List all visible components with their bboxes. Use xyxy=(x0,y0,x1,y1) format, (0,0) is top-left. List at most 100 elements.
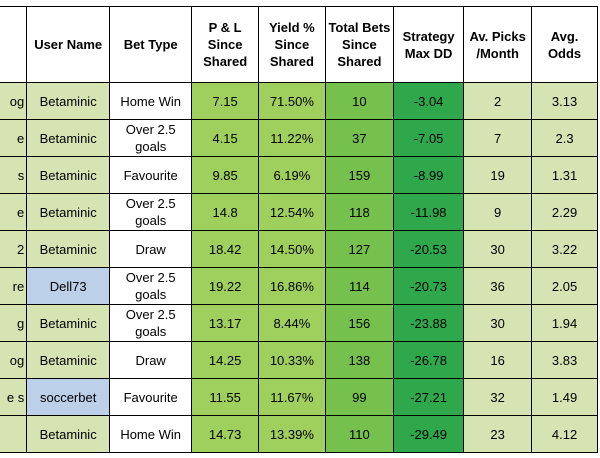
cell-pl: 18.42 xyxy=(191,230,259,268)
cell-av-picks: 2 xyxy=(463,82,533,120)
cell-avg-odds: 1.31 xyxy=(531,156,598,194)
header-av-picks: Av. Picks /Month xyxy=(463,6,533,83)
cell-strategy-name: 2 xyxy=(0,230,28,268)
cell-avg-odds: 2.3 xyxy=(531,119,598,157)
cell-av-picks: 36 xyxy=(463,267,533,305)
cell-avg-odds: 2.29 xyxy=(531,193,598,231)
cell-pl: 7.15 xyxy=(191,82,259,120)
cell-pl: 19.22 xyxy=(191,267,259,305)
cell-bet-type: Home Win xyxy=(109,415,193,453)
cell-user-name: Dell73 xyxy=(26,267,111,305)
header-pl: P & L Since Shared xyxy=(191,6,259,83)
cell-total-bets: 99 xyxy=(324,378,395,416)
table-row: re Dell73 Over 2.5 goals 19.22 16.86% 114 -20.… xyxy=(0,267,598,305)
cell-bet-type: Over 2.5 goals xyxy=(109,267,193,305)
cell-total-bets: 159 xyxy=(324,156,395,194)
cell-user-name: Betaminic xyxy=(26,415,111,453)
cell-bet-type: Draw xyxy=(109,341,193,379)
table-row: e Betaminic Over 2.5 goals 14.8 12.54% 118 -11… xyxy=(0,193,598,231)
cell-max-dd: -26.78 xyxy=(393,341,465,379)
cell-strategy-name: e xyxy=(0,193,28,231)
cell-av-picks: 32 xyxy=(463,378,533,416)
header-user-name: User Name xyxy=(26,6,111,83)
cell-av-picks: 7 xyxy=(463,119,533,157)
cell-user-name: Betaminic xyxy=(26,304,111,342)
table-row: 2 Betaminic Draw 18.42 14.50% 127 -20.53 30 3.22 xyxy=(0,230,598,268)
cell-yield: 12.54% xyxy=(258,193,326,231)
cell-avg-odds: 4.12 xyxy=(531,415,598,453)
cell-strategy-name: og xyxy=(0,82,28,120)
cell-bet-type: Home Win xyxy=(109,82,193,120)
table-row: og Betaminic Home Win 7.15 71.50% 10 -3.04 2 3.1… xyxy=(0,82,598,120)
cell-avg-odds: 2.05 xyxy=(531,267,598,305)
cell-max-dd: -7.05 xyxy=(393,119,465,157)
cell-av-picks: 16 xyxy=(463,341,533,379)
cell-max-dd: -23.88 xyxy=(393,304,465,342)
cell-yield: 14.50% xyxy=(258,230,326,268)
cell-yield: 10.33% xyxy=(258,341,326,379)
cell-user-name: Betaminic xyxy=(26,230,111,268)
cell-yield: 16.86% xyxy=(258,267,326,305)
cell-av-picks: 30 xyxy=(463,304,533,342)
cell-max-dd: -8.99 xyxy=(393,156,465,194)
header-avg-odds: Avg. Odds xyxy=(531,6,598,83)
cell-total-bets: 10 xyxy=(324,82,395,120)
cell-strategy-name xyxy=(0,415,28,453)
cell-strategy-name: e s xyxy=(0,378,28,416)
cell-avg-odds: 3.22 xyxy=(531,230,598,268)
header-max-dd: Strategy Max DD xyxy=(393,6,465,83)
cell-av-picks: 30 xyxy=(463,230,533,268)
cell-user-name: Betaminic xyxy=(26,119,111,157)
cell-bet-type: Over 2.5 goals xyxy=(109,304,193,342)
cell-strategy-name: s xyxy=(0,156,28,194)
cell-bet-type: Favourite xyxy=(109,156,193,194)
cell-max-dd: -11.98 xyxy=(393,193,465,231)
cell-strategy-name: g xyxy=(0,304,28,342)
cell-pl: 11.55 xyxy=(191,378,259,416)
cell-bet-type: Favourite xyxy=(109,378,193,416)
cell-user-name: soccerbet xyxy=(26,378,111,416)
cell-total-bets: 110 xyxy=(324,415,395,453)
table-row: og Betaminic Draw 14.25 10.33% 138 -26.78 16 3.8… xyxy=(0,341,598,379)
cell-pl: 14.8 xyxy=(191,193,259,231)
table-row: Betaminic Home Win 14.73 13.39% 110 -29.49 23 4… xyxy=(0,415,598,453)
header-strategy xyxy=(0,6,28,83)
cell-total-bets: 37 xyxy=(324,119,395,157)
cell-strategy-name: e xyxy=(0,119,28,157)
table-row: g Betaminic Over 2.5 goals 13.17 8.44% 156 -23… xyxy=(0,304,598,342)
cell-avg-odds: 3.83 xyxy=(531,341,598,379)
cell-pl: 14.25 xyxy=(191,341,259,379)
cell-max-dd: -29.49 xyxy=(393,415,465,453)
cell-avg-odds: 3.13 xyxy=(531,82,598,120)
cell-yield: 11.22% xyxy=(258,119,326,157)
cell-bet-type: Over 2.5 goals xyxy=(109,119,193,157)
cell-yield: 71.50% xyxy=(258,82,326,120)
cell-yield: 6.19% xyxy=(258,156,326,194)
strategy-table: User Name Bet Type P & L Since Shared Yi… xyxy=(0,6,598,453)
header-yield: Yield % Since Shared xyxy=(258,6,326,83)
cell-total-bets: 138 xyxy=(324,341,395,379)
cell-avg-odds: 1.94 xyxy=(531,304,598,342)
header-bet-type: Bet Type xyxy=(109,6,193,83)
cell-total-bets: 127 xyxy=(324,230,395,268)
cell-pl: 4.15 xyxy=(191,119,259,157)
cell-total-bets: 118 xyxy=(324,193,395,231)
cell-yield: 13.39% xyxy=(258,415,326,453)
cell-max-dd: -20.53 xyxy=(393,230,465,268)
cell-user-name: Betaminic xyxy=(26,156,111,194)
cell-max-dd: -3.04 xyxy=(393,82,465,120)
cell-pl: 13.17 xyxy=(191,304,259,342)
cell-bet-type: Over 2.5 goals xyxy=(109,193,193,231)
cell-strategy-name: og xyxy=(0,341,28,379)
header-row: User Name Bet Type P & L Since Shared Yi… xyxy=(0,6,598,83)
cell-max-dd: -20.73 xyxy=(393,267,465,305)
cell-max-dd: -27.21 xyxy=(393,378,465,416)
table-row: s Betaminic Favourite 9.85 6.19% 159 -8.99 19 1.… xyxy=(0,156,598,194)
table-row: e Betaminic Over 2.5 goals 4.15 11.22% 37 -7.0… xyxy=(0,119,598,157)
cell-user-name: Betaminic xyxy=(26,341,111,379)
cell-user-name: Betaminic xyxy=(26,82,111,120)
cell-pl: 14.73 xyxy=(191,415,259,453)
cell-total-bets: 114 xyxy=(324,267,395,305)
cell-av-picks: 23 xyxy=(463,415,533,453)
cell-pl: 9.85 xyxy=(191,156,259,194)
